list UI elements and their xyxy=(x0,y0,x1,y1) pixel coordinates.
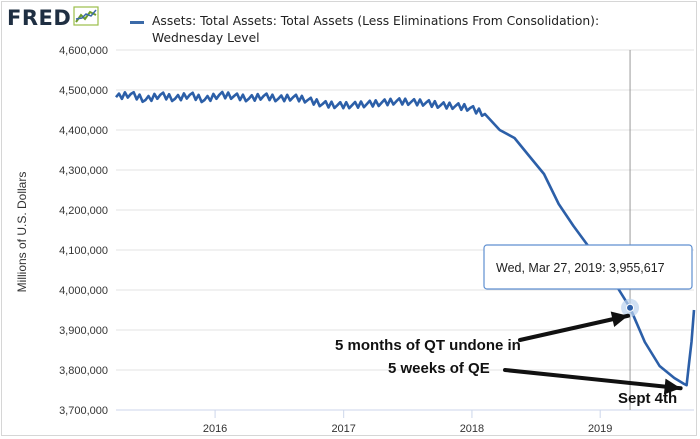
annotation-arrow-qt-head xyxy=(610,311,629,328)
y-tick-label: 4,600,000 xyxy=(59,45,108,57)
fred-logo[interactable]: FRED xyxy=(7,6,99,30)
legend-swatch xyxy=(130,21,144,24)
x-tick-label: 2016 xyxy=(203,423,227,435)
annotation-arrow-qe-head xyxy=(663,378,681,395)
y-tick-label: 4,400,000 xyxy=(59,125,108,137)
hover-point[interactable] xyxy=(626,303,635,312)
x-tick-label: 2019 xyxy=(588,423,612,435)
annotation-text-line2: 5 weeks of QE xyxy=(388,360,490,377)
series-line[interactable] xyxy=(115,90,696,387)
x-tick-label: 2017 xyxy=(331,423,355,435)
annotation-arrow-qt xyxy=(518,313,631,342)
annotation-arrow-qe xyxy=(503,368,683,391)
y-tick-label: 4,200,000 xyxy=(59,205,108,217)
logo-text: FRED xyxy=(7,6,72,30)
tooltip-box xyxy=(483,244,693,290)
series-title: Assets: Total Assets: Total Assets (Less… xyxy=(152,14,600,45)
y-tick-label: 4,000,000 xyxy=(59,285,108,297)
y-tick-label: 4,300,000 xyxy=(59,165,108,177)
annotation-sept4: Sept 4th xyxy=(618,390,677,407)
legend[interactable]: Assets: Total Assets: Total Assets (Less… xyxy=(130,13,632,47)
tooltip-text: Wed, Mar 27, 2019: 3,955,617 xyxy=(496,261,665,275)
annotation-text-line1: 5 months of QT undone in xyxy=(335,337,521,354)
x-tick-label: 2018 xyxy=(460,423,484,435)
y-tick-label: 3,900,000 xyxy=(59,325,108,337)
y-axis-label: Millions of U.S. Dollars xyxy=(15,172,29,293)
y-tick-label: 3,800,000 xyxy=(59,365,108,377)
y-tick-label: 4,500,000 xyxy=(59,85,108,97)
y-tick-label: 4,100,000 xyxy=(59,245,108,257)
trend-chart-icon xyxy=(73,6,99,30)
y-tick-label: 3,700,000 xyxy=(59,405,108,417)
